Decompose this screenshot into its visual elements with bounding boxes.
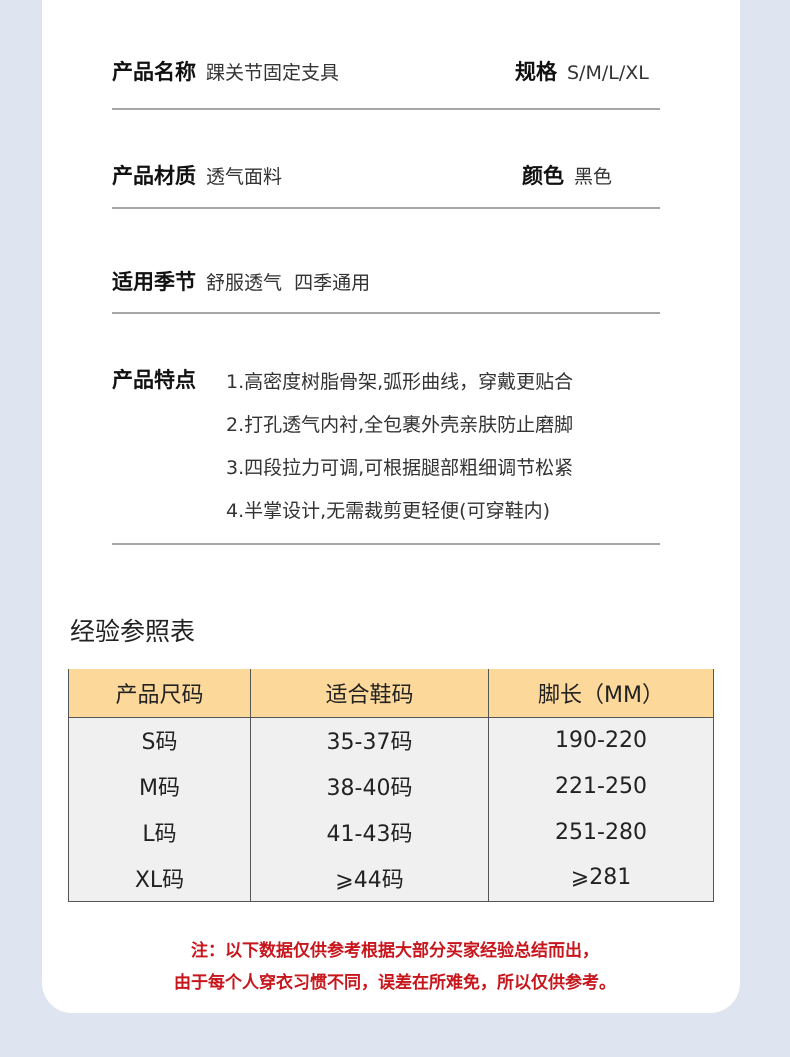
info-row-season: 适用季节 舒服透气 四季通用 bbox=[112, 266, 660, 314]
feature-item: 3.四段拉力可调,可根据腿部粗细调节松紧 bbox=[226, 457, 574, 479]
feature-item: 4.半掌设计,无需裁剪更轻便(可穿鞋内) bbox=[226, 500, 550, 522]
cell: 41-43码 bbox=[250, 809, 489, 855]
table-header: 产品尺码 适合鞋码 脚长（MM） bbox=[68, 669, 714, 718]
cell: 190-220 bbox=[488, 717, 714, 763]
header-cell: 适合鞋码 bbox=[250, 669, 489, 718]
cell: 38-40码 bbox=[250, 763, 489, 809]
feature-item: 1.高密度树脂骨架,弧形曲线，穿戴更贴合 bbox=[226, 371, 574, 393]
header-cell: 产品尺码 bbox=[68, 669, 251, 718]
cell: 221-250 bbox=[488, 763, 714, 809]
season-label: 适用季节 bbox=[112, 270, 196, 294]
info-row-material: 产品材质 透气面料 颜色 黑色 bbox=[112, 160, 660, 209]
name-label: 产品名称 bbox=[112, 60, 196, 84]
cell: ⩾281 bbox=[488, 855, 714, 902]
table-row: M码 38-40码 221-250 bbox=[68, 763, 714, 809]
note-line: 由于每个人穿衣习惯不同，误差在所难免，所以仅供参考。 bbox=[174, 973, 616, 993]
header-cell: 脚长（MM） bbox=[488, 669, 714, 718]
color-value: 黑色 bbox=[574, 166, 613, 188]
features-label: 产品特点 bbox=[112, 368, 196, 392]
cell: L码 bbox=[68, 809, 251, 855]
cell: 35-37码 bbox=[250, 717, 489, 763]
info-row-name: 产品名称 踝关节固定支具 规格 S/M/L/XL bbox=[112, 56, 660, 110]
spec-value: S/M/L/XL bbox=[567, 62, 649, 84]
cell: ⩾44码 bbox=[250, 855, 489, 902]
cell: XL码 bbox=[68, 855, 251, 902]
color-label: 颜色 bbox=[522, 164, 564, 188]
table-row: S码 35-37码 190-220 bbox=[68, 717, 714, 763]
size-table-title: 经验参照表 bbox=[70, 617, 196, 646]
info-row-features: 产品特点 bbox=[112, 364, 660, 545]
season-value: 舒服透气 四季通用 bbox=[206, 272, 371, 294]
note-line: 注：以下数据仅供参考根据大部分买家经验总结而出， bbox=[191, 941, 599, 961]
table-row: L码 41-43码 251-280 bbox=[68, 809, 714, 855]
feature-item: 2.打孔透气内衬,全包裹外壳亲肤防止磨脚 bbox=[226, 414, 574, 436]
material-label: 产品材质 bbox=[112, 164, 196, 188]
cell: S码 bbox=[68, 717, 251, 763]
name-value: 踝关节固定支具 bbox=[206, 62, 340, 84]
size-table: 产品尺码 适合鞋码 脚长（MM） S码 35-37码 190-220 M码 38-40… bbox=[68, 669, 714, 902]
table-row: XL码 ⩾44码 ⩾281 bbox=[68, 855, 714, 902]
spec-label: 规格 bbox=[515, 60, 557, 84]
cell: M码 bbox=[68, 763, 251, 809]
material-value: 透气面料 bbox=[206, 166, 283, 188]
cell: 251-280 bbox=[488, 809, 714, 855]
